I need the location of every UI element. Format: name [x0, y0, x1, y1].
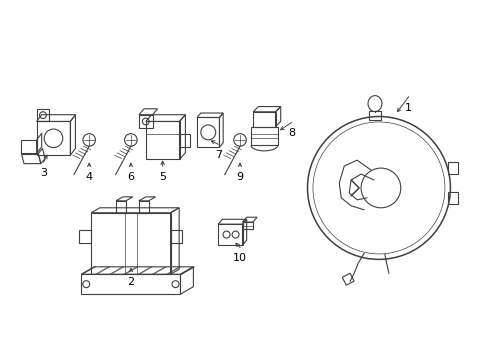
Text: 8: 8 — [287, 129, 295, 138]
Text: 1: 1 — [405, 103, 411, 113]
Text: 10: 10 — [233, 253, 246, 264]
Text: 4: 4 — [85, 172, 93, 182]
Text: 6: 6 — [127, 172, 134, 182]
Text: 5: 5 — [159, 172, 166, 182]
Text: 7: 7 — [214, 150, 222, 160]
Text: 3: 3 — [40, 168, 47, 178]
Text: 9: 9 — [236, 172, 243, 182]
Text: 2: 2 — [127, 277, 134, 287]
